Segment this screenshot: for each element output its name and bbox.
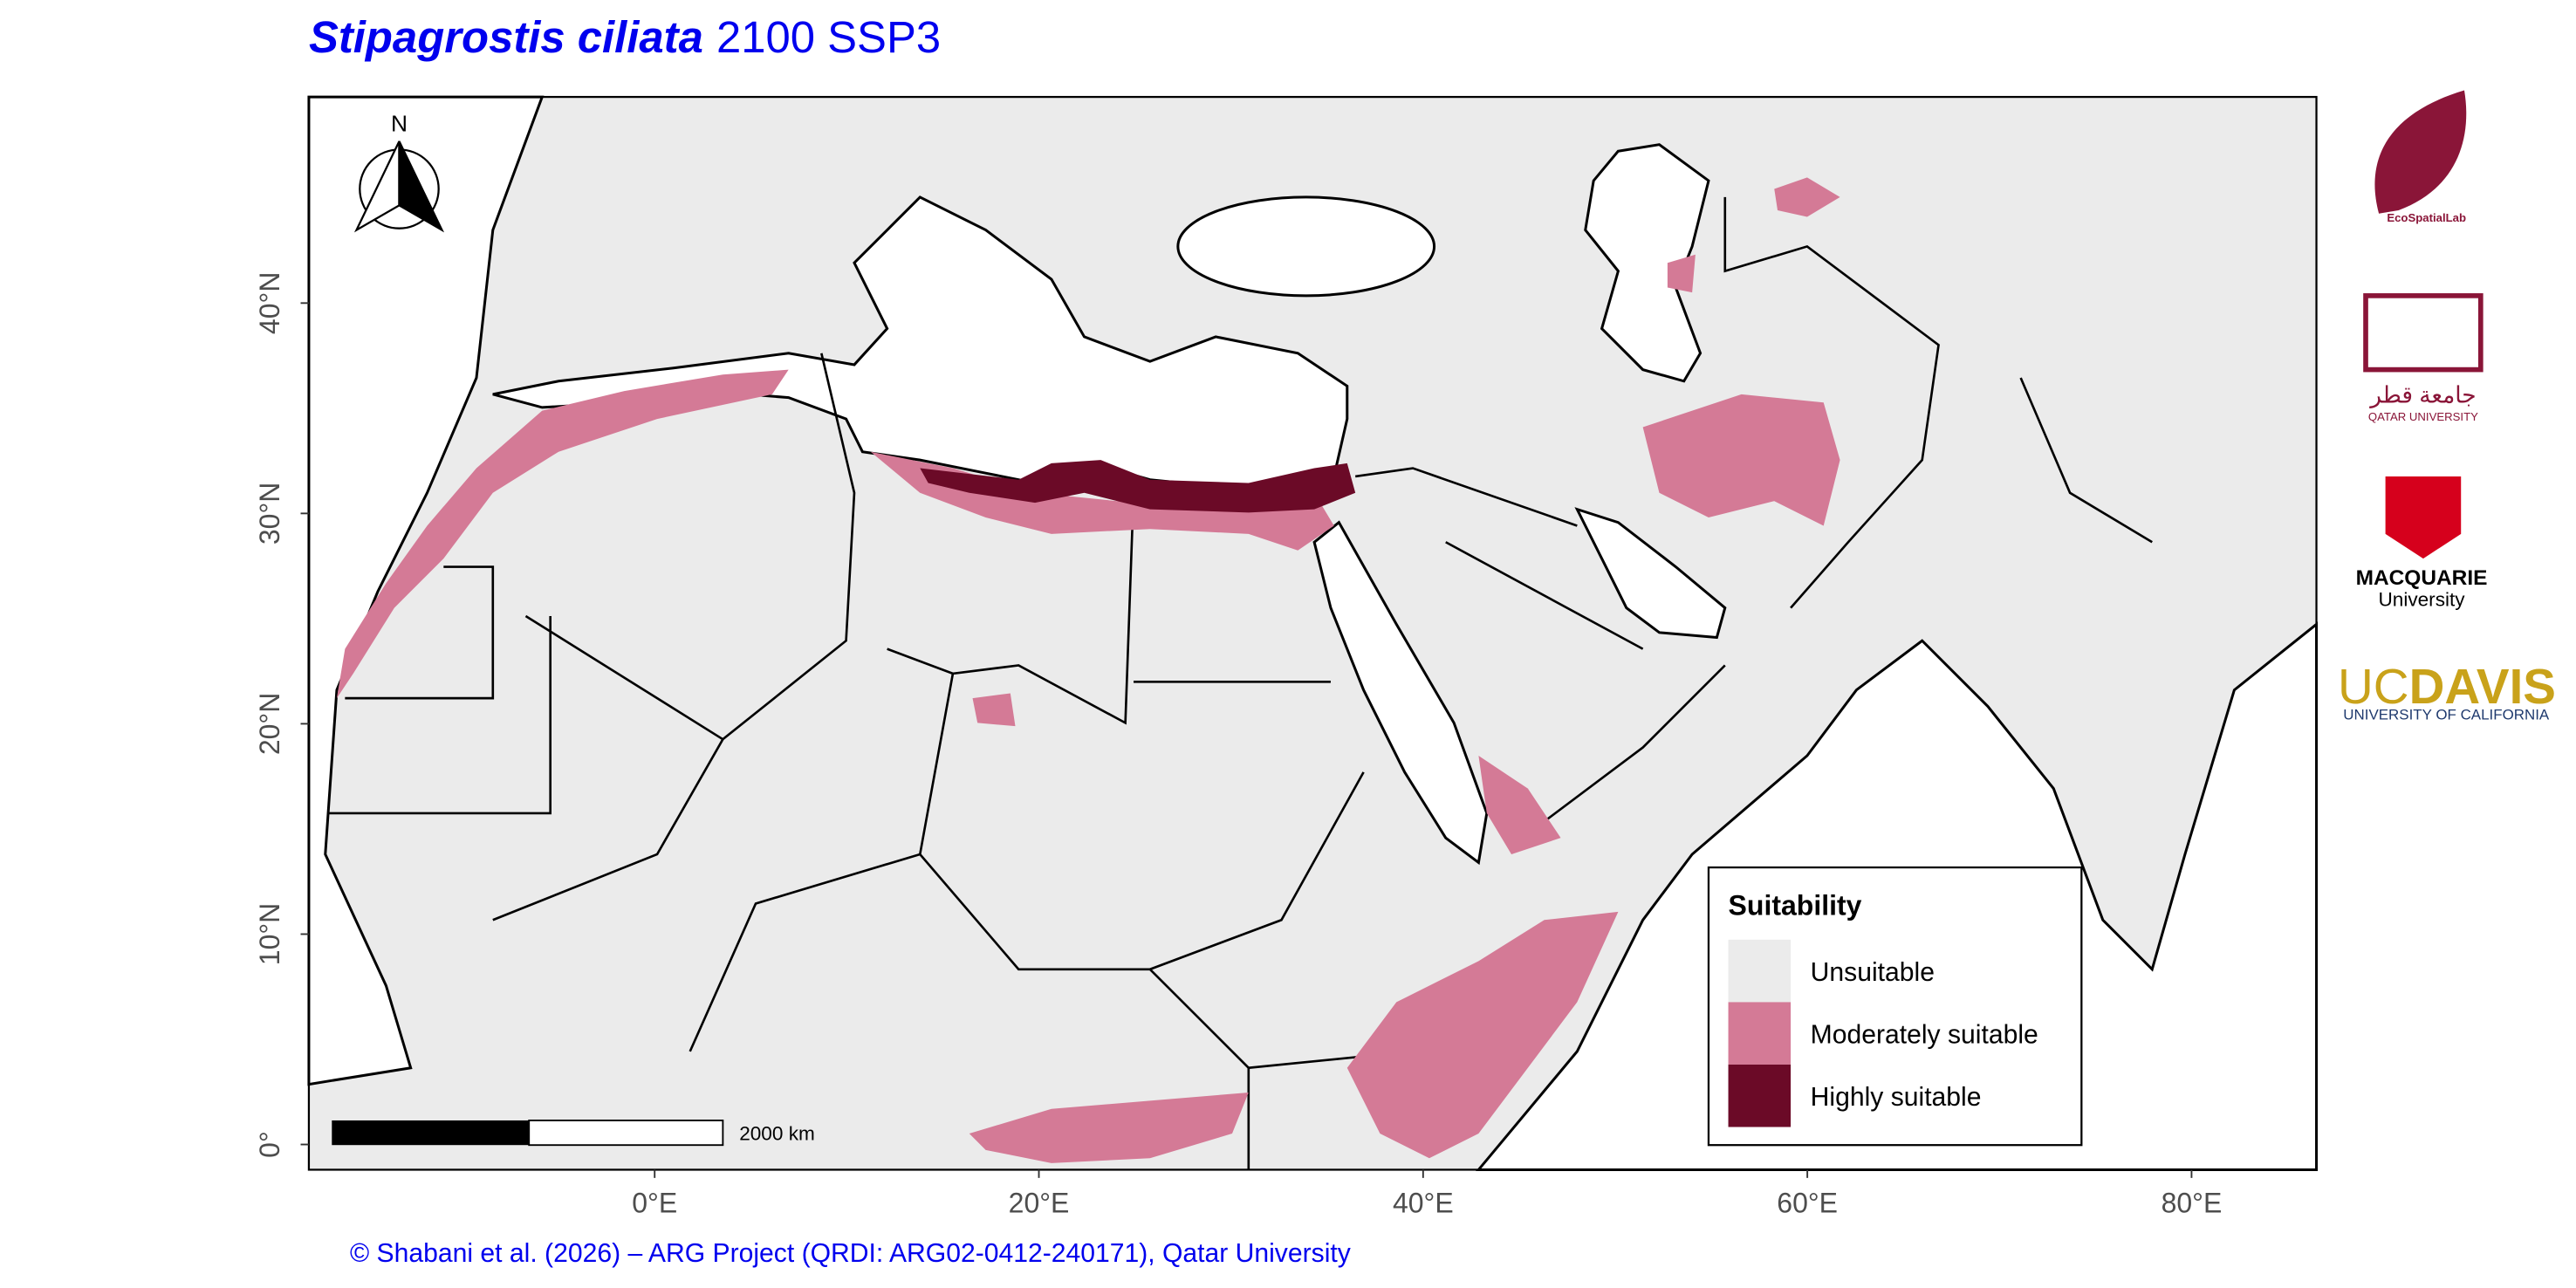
logo-text: UCDAVIS	[2338, 659, 2556, 714]
legend: Suitability Unsuitable Moderately suitabl…	[1707, 866, 2083, 1147]
legend-label: Moderately suitable	[1811, 1020, 2038, 1049]
x-tick-label: 40°E	[1393, 1187, 1454, 1218]
title: Stipagrostis ciliata 2100 SSP3	[309, 12, 941, 62]
scale-bar-white	[528, 1120, 724, 1147]
logo-davis: DAVIS	[2409, 659, 2556, 714]
map-panel	[307, 95, 2319, 1171]
north-label: N	[391, 111, 408, 137]
borders	[328, 196, 2153, 1170]
y-tick-label: 40°N	[254, 272, 285, 334]
legend-key	[1728, 1064, 1792, 1127]
mediterranean	[492, 195, 1349, 491]
scale-bar-label: 2000 km	[739, 1123, 815, 1145]
x-tick-label: 80°E	[2162, 1187, 2223, 1218]
logo-text: UNIVERSITY OF CALIFORNIA	[2343, 707, 2550, 723]
legend-key	[1728, 939, 1792, 1003]
credit: © Shabani et al. (2026) – ARG Project (Q…	[350, 1239, 1351, 1268]
legend-title: Suitability	[1729, 890, 1862, 921]
logo-text: MACQUARIE	[2356, 566, 2488, 590]
scenario: 2100 SSP3	[716, 12, 941, 62]
macquarie-shield	[2385, 476, 2462, 559]
qu-building	[2363, 293, 2484, 373]
scale-bar-black	[332, 1120, 530, 1146]
y-tick-label: 0°	[254, 1131, 285, 1158]
suitability-areas	[336, 177, 1840, 1163]
ecospatial-leaf	[2374, 90, 2467, 214]
logo-uc: UC	[2338, 659, 2409, 714]
logos: EcoSpatialLab جامعة قطر QATAR UNIVERSITY…	[2338, 90, 2556, 723]
x-tick-label: 20°E	[1009, 1187, 1070, 1218]
north-arrow-right	[398, 140, 445, 233]
persian-gulf	[1574, 507, 1727, 640]
scale-bar: 2000 km	[332, 1120, 815, 1147]
legend-label: Unsuitable	[1811, 958, 1935, 987]
black-sea	[1176, 195, 1436, 298]
caspian-sea	[1584, 143, 1710, 383]
legend-label: Highly suitable	[1811, 1083, 1982, 1112]
x-tick-label: 0°E	[632, 1187, 677, 1218]
species: Stipagrostis ciliata	[309, 12, 703, 62]
y-tick-label: 10°N	[254, 903, 285, 966]
logo-text: EcoSpatialLab	[2387, 211, 2466, 224]
y-tick-label: 20°N	[254, 693, 285, 756]
y-tick-label: 30°N	[254, 483, 285, 545]
logo-text: جامعة قطر	[2368, 381, 2476, 408]
logo-text: University	[2378, 589, 2465, 611]
legend-key	[1728, 1002, 1792, 1065]
logo-text: QATAR UNIVERSITY	[2368, 410, 2478, 423]
x-tick-label: 60°E	[1777, 1187, 1838, 1218]
north-arrow: N	[353, 111, 445, 233]
red-sea	[1312, 520, 1489, 866]
